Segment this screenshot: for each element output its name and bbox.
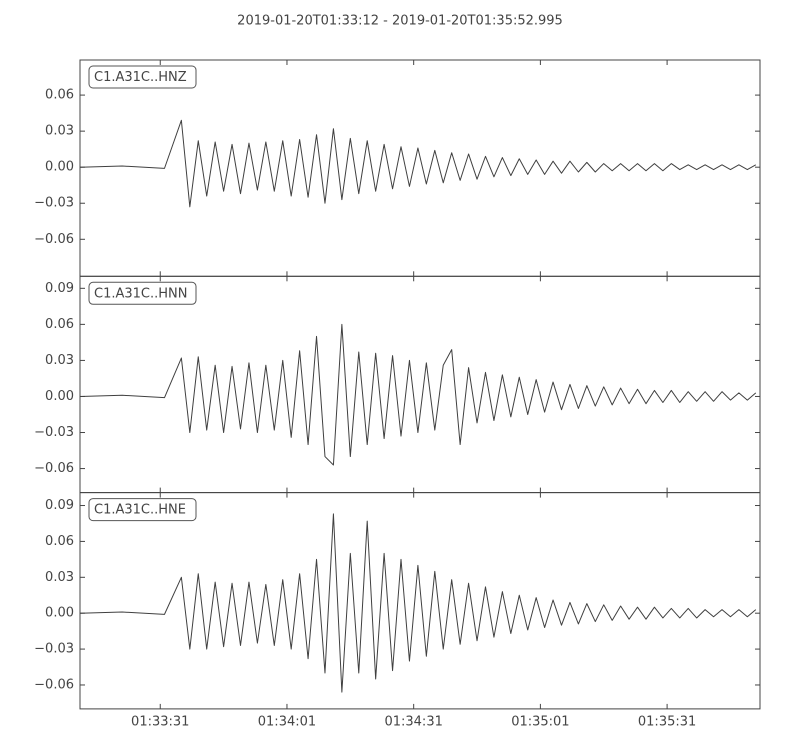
y-tick-label: 0.03 xyxy=(45,570,74,585)
legend-box xyxy=(88,65,197,89)
y-tick-label: 0.06 xyxy=(45,534,74,549)
x-tick-label: 01:35:31 xyxy=(638,714,696,729)
y-tick-label: 0.06 xyxy=(45,88,74,103)
x-tick-label: 01:34:31 xyxy=(384,714,442,729)
y-tick-label: 0.09 xyxy=(45,281,74,296)
y-tick-label: 0.00 xyxy=(45,160,74,175)
y-tick-label: −0.03 xyxy=(34,196,74,211)
x-tick-label: 01:33:31 xyxy=(131,714,189,729)
y-tick-label: −0.06 xyxy=(34,677,74,692)
y-tick-label: −0.06 xyxy=(34,461,74,476)
legend-label: C1.A31C..HNN xyxy=(94,286,187,301)
x-tick-label: 01:35:01 xyxy=(511,714,569,729)
y-tick-label: 0.03 xyxy=(45,124,74,139)
chart-title: 2019-01-20T01:33:12 - 2019-01-20T01:35:5… xyxy=(237,14,563,29)
trace xyxy=(79,323,757,466)
trace xyxy=(79,513,757,693)
y-tick-label: 0.03 xyxy=(45,353,74,368)
legend-label: C1.A31C..HNE xyxy=(94,503,186,518)
y-tick-label: 0.00 xyxy=(45,606,74,621)
y-tick-label: −0.06 xyxy=(34,232,74,247)
plot-frame xyxy=(79,492,761,710)
y-tick-label: 0.09 xyxy=(45,498,74,513)
trace xyxy=(79,119,757,208)
y-tick-label: −0.03 xyxy=(34,425,74,440)
y-tick-label: −0.03 xyxy=(34,642,74,657)
y-tick-label: 0.00 xyxy=(45,389,74,404)
legend-box xyxy=(88,498,197,522)
legend-label: C1.A31C..HNZ xyxy=(94,70,187,85)
x-tick-label: 01:34:01 xyxy=(258,714,316,729)
legend-box xyxy=(88,281,197,305)
y-tick-label: 0.06 xyxy=(45,317,74,332)
